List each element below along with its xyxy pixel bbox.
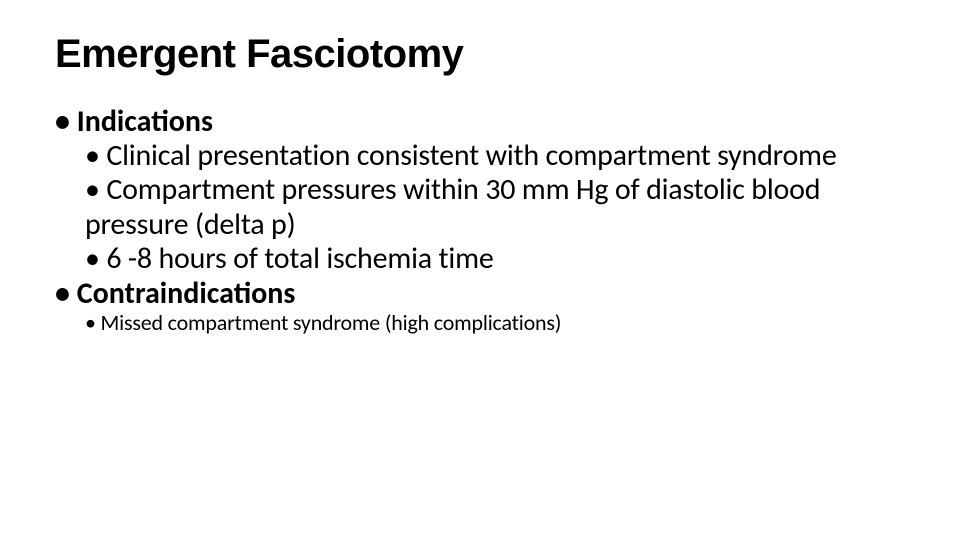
slide-body: • Indications • Clinical presentation co… — [55, 105, 905, 337]
section-indications-heading: • Indications — [55, 105, 905, 139]
slide-container: Emergent Fasciotomy • Indications • Clin… — [0, 0, 960, 540]
indications-item: • Clinical presentation consistent with … — [85, 139, 905, 174]
contraindications-list: • Missed compartment syndrome (high comp… — [55, 310, 905, 336]
contraindications-item: • Missed compartment syndrome (high comp… — [85, 310, 905, 336]
section-contraindications-heading: • Contraindications — [55, 277, 905, 311]
indications-list: • Clinical presentation consistent with … — [55, 139, 905, 277]
indications-item: • Compartment pressures within 30 mm Hg … — [85, 173, 905, 242]
slide-title: Emergent Fasciotomy — [55, 32, 905, 77]
indications-item: • 6 -8 hours of total ischemia time — [85, 242, 905, 277]
